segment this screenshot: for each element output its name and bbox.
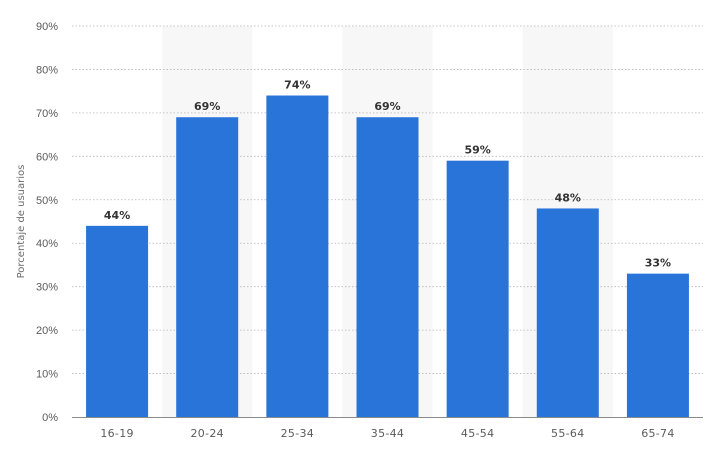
y-tick-label: 60% bbox=[36, 151, 58, 163]
x-axis-ticks: 16-19 20-24 25-34 35-44 45-54 55-64 65-74 bbox=[100, 427, 674, 440]
bar-value-label: 69% bbox=[194, 100, 220, 113]
bar-value-label: 74% bbox=[284, 79, 310, 92]
bar bbox=[356, 117, 419, 417]
bar bbox=[536, 208, 599, 417]
y-tick-label: 90% bbox=[36, 21, 58, 33]
bar-value-label: 33% bbox=[645, 257, 671, 270]
y-tick-label: 40% bbox=[36, 238, 58, 250]
bar-value-label: 48% bbox=[555, 191, 581, 204]
x-tick-label: 35-44 bbox=[371, 427, 404, 440]
y-tick-label: 20% bbox=[36, 325, 58, 337]
y-axis-ticks: 0% 10% 20% 30% 40% 50% 60% 70% 80% 90% bbox=[36, 21, 58, 424]
bar bbox=[446, 160, 509, 417]
value-labels: 44% 69% 74% 69% 59% 48% 33% bbox=[104, 79, 671, 270]
bar bbox=[176, 117, 239, 417]
y-tick-label: 80% bbox=[36, 64, 58, 76]
x-tick-label: 20-24 bbox=[190, 427, 223, 440]
y-axis-title: Porcentaje de usuarios bbox=[16, 165, 27, 279]
bar-value-label: 69% bbox=[374, 100, 400, 113]
x-tick-label: 45-54 bbox=[461, 427, 494, 440]
y-tick-label: 0% bbox=[42, 412, 58, 424]
y-tick-label: 70% bbox=[36, 108, 58, 120]
bar bbox=[86, 225, 149, 417]
x-tick-label: 25-34 bbox=[281, 427, 314, 440]
x-tick-label: 65-74 bbox=[641, 427, 674, 440]
y-tick-label: 10% bbox=[36, 369, 58, 381]
y-tick-label: 50% bbox=[36, 195, 58, 207]
x-tick-label: 55-64 bbox=[551, 427, 584, 440]
bar bbox=[266, 95, 329, 417]
y-tick-label: 30% bbox=[36, 282, 58, 294]
bar-value-label: 44% bbox=[104, 209, 130, 222]
bar-value-label: 59% bbox=[464, 144, 490, 157]
bars bbox=[86, 95, 689, 417]
bar bbox=[626, 273, 689, 417]
x-tick-label: 16-19 bbox=[100, 427, 133, 440]
